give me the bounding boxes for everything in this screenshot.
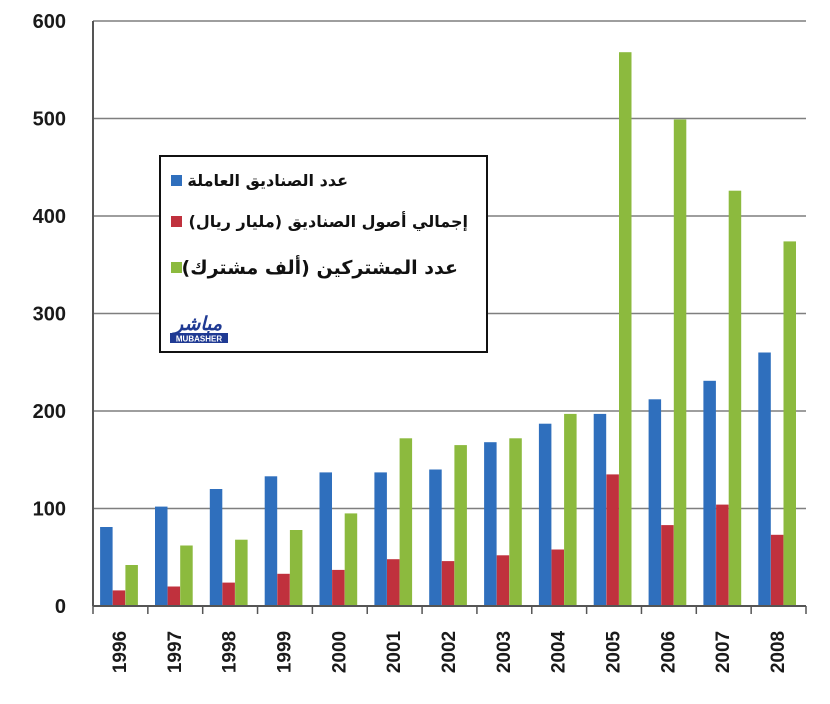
bar-series-1-2005 (593, 413, 607, 606)
bar-series-3-2008 (783, 241, 796, 606)
bar-series-2-2001 (387, 559, 400, 606)
bar-series-3-1998 (235, 539, 248, 606)
x-tick-label: 2002 (439, 631, 460, 673)
y-tick-label: 0 (55, 596, 66, 618)
y-axis-ticks: 0 100 200 300 400 500 600 (33, 11, 66, 618)
bar-series-3-2004 (564, 413, 577, 606)
bar-series-2-2004 (551, 549, 564, 606)
bar-series-3-2005 (619, 52, 632, 606)
bar-series-3-2001 (399, 438, 413, 606)
legend-box (159, 155, 488, 353)
legend-swatch-series-2 (171, 216, 182, 227)
bar-series-3-2006 (673, 119, 687, 606)
bar-series-2-1996 (112, 590, 126, 606)
mubasher-logo-text: مباشر (171, 313, 223, 335)
x-tick-label: 2003 (494, 631, 515, 673)
legend-label-series-1: عدد الصناديق العاملة (187, 171, 348, 190)
x-tick-label: 2004 (549, 630, 570, 673)
y-tick-label: 400 (33, 206, 66, 228)
x-axis-ticks: 1996 1997 1998 1999 2000 2001 2002 2003 2004 2005… (110, 630, 789, 673)
bar-series-3-1999 (289, 530, 303, 606)
bar-series-2-2007 (716, 504, 729, 606)
legend-label-series-3: عدد المشتركين (ألف مشترك) (182, 255, 458, 279)
bar-series-1-1998 (209, 489, 223, 606)
bar-series-3-2003 (509, 438, 522, 606)
x-tick-label: 2006 (658, 631, 679, 673)
bar-series-1-2006 (648, 399, 662, 606)
x-tick-label: 1998 (220, 631, 241, 673)
bar-series-3-2000 (344, 513, 358, 606)
x-tick-label: 1996 (110, 631, 131, 673)
bar-series-2-1999 (277, 573, 290, 606)
bar-series-2-2006 (661, 525, 674, 606)
y-tick-label: 600 (33, 11, 66, 33)
legend-label-series-2: إجمالي أصول الصناديق (مليار ريال) (189, 211, 468, 232)
bar-series-3-2007 (728, 190, 742, 606)
x-tick-label: 1999 (275, 631, 296, 673)
y-tick-label: 100 (33, 499, 66, 521)
x-tick-label: 2000 (329, 631, 350, 673)
bar-series-1-1999 (264, 476, 278, 606)
bar-series-3-1997 (180, 545, 193, 606)
bar-series-1-2007 (703, 380, 716, 606)
bar-series-3-2002 (454, 445, 467, 606)
x-tick-label: 2007 (713, 631, 734, 673)
bars (100, 52, 796, 606)
y-tick-label: 500 (33, 109, 66, 131)
bar-series-1-2008 (758, 352, 771, 606)
legend-swatch-series-1 (171, 175, 182, 186)
legend-swatch-series-3 (171, 262, 182, 273)
bar-series-1-2003 (484, 442, 497, 606)
mubasher-logo: مباشر MUBASHER (170, 313, 228, 344)
bar-series-1-2000 (319, 472, 332, 606)
bar-series-2-1998 (222, 582, 235, 606)
mubasher-logo-subtext: MUBASHER (176, 335, 222, 344)
bar-series-1-2001 (374, 472, 387, 606)
x-tick-label: 1997 (165, 631, 186, 673)
bar-series-2-1997 (167, 586, 181, 606)
bar-series-2-2003 (496, 555, 510, 606)
y-tick-label: 300 (33, 304, 66, 326)
bar-series-2-2005 (606, 474, 619, 606)
bar-series-2-2002 (441, 561, 455, 606)
axes (92, 21, 807, 614)
bar-series-1-1997 (155, 506, 168, 606)
legend: عدد الصناديق العاملة إجمالي أصول الصنادي… (159, 155, 488, 353)
bar-series-1-1996 (100, 527, 113, 606)
mubasher-logo-band (170, 333, 228, 343)
bar-series-2-2000 (332, 569, 345, 606)
x-tick-label: 2005 (604, 630, 625, 673)
x-tick-label: 2008 (768, 631, 789, 673)
y-tick-label: 200 (33, 401, 66, 423)
x-tick-label: 2001 (384, 630, 405, 673)
bar-series-1-2004 (538, 423, 552, 606)
bar-series-3-1996 (125, 565, 138, 606)
bar-series-1-2002 (429, 469, 442, 606)
bar-series-2-2008 (770, 534, 784, 606)
